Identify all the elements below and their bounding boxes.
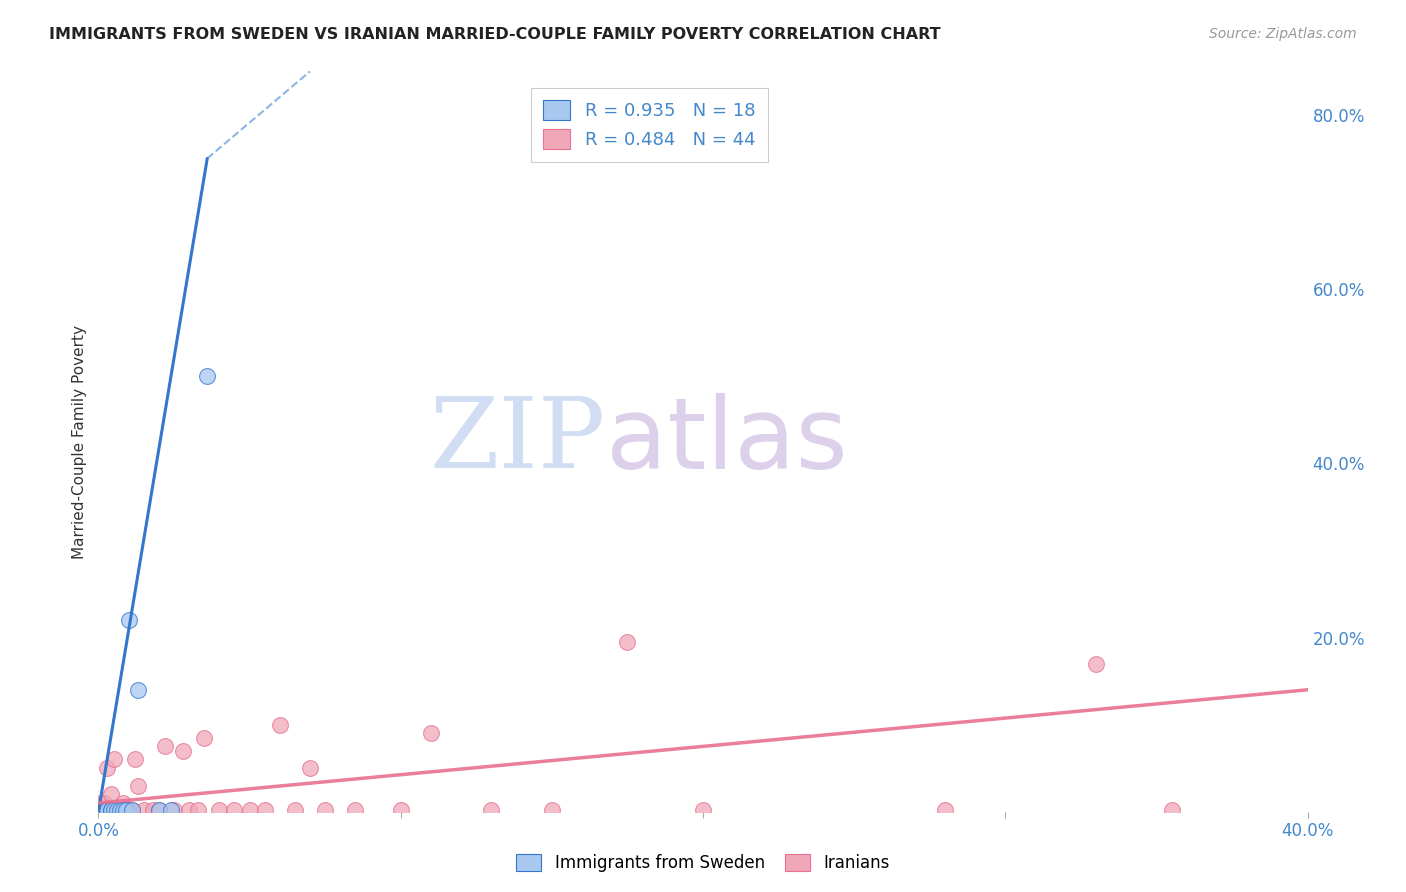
- Point: [93, 803, 115, 817]
- Point: [616, 635, 638, 649]
- Legend: Immigrants from Sweden, Iranians: Immigrants from Sweden, Iranians: [510, 847, 896, 879]
- Point: [187, 803, 209, 817]
- Point: [93, 803, 115, 817]
- Point: [1160, 803, 1182, 817]
- Point: [934, 803, 956, 817]
- Point: [1085, 657, 1108, 671]
- Legend: R = 0.935   N = 18, R = 0.484   N = 44: R = 0.935 N = 18, R = 0.484 N = 44: [530, 87, 768, 161]
- Point: [121, 803, 143, 817]
- Point: [239, 803, 262, 817]
- Point: [96, 803, 118, 817]
- Point: [299, 761, 322, 775]
- Point: [540, 803, 562, 817]
- Text: IMMIGRANTS FROM SWEDEN VS IRANIAN MARRIED-COUPLE FAMILY POVERTY CORRELATION CHAR: IMMIGRANTS FROM SWEDEN VS IRANIAN MARRIE…: [49, 27, 941, 42]
- Point: [121, 803, 143, 817]
- Point: [105, 803, 128, 817]
- Point: [127, 779, 149, 793]
- Point: [118, 613, 141, 627]
- Point: [105, 803, 128, 817]
- Point: [111, 796, 134, 810]
- Point: [100, 787, 122, 801]
- Point: [96, 803, 118, 817]
- Point: [90, 796, 112, 810]
- Point: [96, 803, 118, 817]
- Point: [284, 803, 307, 817]
- Point: [108, 803, 131, 817]
- Point: [224, 803, 246, 817]
- Point: [420, 726, 443, 740]
- Point: [160, 803, 183, 817]
- Point: [344, 803, 367, 817]
- Point: [96, 761, 118, 775]
- Point: [100, 803, 122, 817]
- Point: [148, 803, 170, 817]
- Point: [389, 803, 412, 817]
- Point: [90, 803, 112, 817]
- Point: [179, 803, 201, 817]
- Text: Source: ZipAtlas.com: Source: ZipAtlas.com: [1209, 27, 1357, 41]
- Point: [93, 796, 115, 810]
- Point: [193, 731, 215, 745]
- Text: atlas: atlas: [606, 393, 848, 490]
- Point: [103, 803, 125, 817]
- Point: [100, 803, 122, 817]
- Point: [481, 803, 503, 817]
- Point: [111, 803, 134, 817]
- Point: [93, 803, 115, 817]
- Point: [114, 803, 136, 817]
- Point: [132, 803, 155, 817]
- Y-axis label: Married-Couple Family Poverty: Married-Couple Family Poverty: [72, 325, 87, 558]
- Point: [118, 803, 141, 817]
- Point: [692, 803, 714, 817]
- Point: [90, 803, 112, 817]
- Point: [153, 739, 176, 754]
- Point: [142, 803, 165, 817]
- Point: [208, 803, 231, 817]
- Point: [103, 803, 125, 817]
- Point: [269, 717, 291, 731]
- Text: ZIP: ZIP: [430, 393, 606, 490]
- Point: [114, 803, 136, 817]
- Point: [103, 752, 125, 766]
- Point: [253, 803, 276, 817]
- Point: [314, 803, 336, 817]
- Point: [163, 803, 186, 817]
- Point: [108, 803, 131, 817]
- Point: [148, 803, 170, 817]
- Point: [124, 752, 146, 766]
- Point: [195, 369, 218, 384]
- Point: [127, 682, 149, 697]
- Point: [172, 744, 194, 758]
